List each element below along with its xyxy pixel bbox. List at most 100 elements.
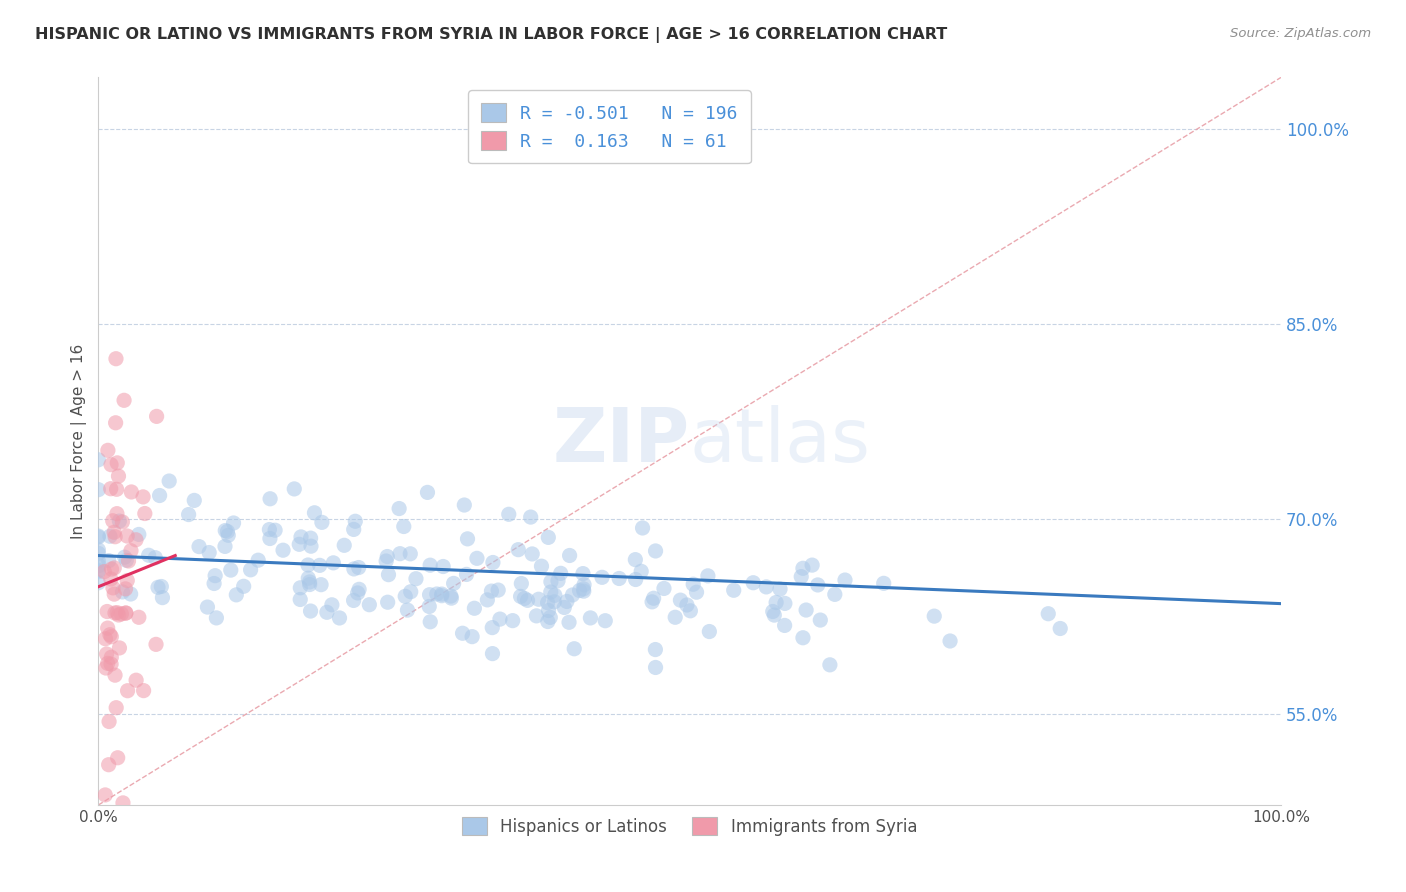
Point: [108, 640, 131, 655]
Point: [111, 796, 134, 810]
Point: [138, 548, 160, 562]
Point: [87, 558, 110, 573]
Point: [1038, 607, 1060, 621]
Point: [430, 587, 453, 601]
Point: [308, 558, 330, 573]
Point: [183, 493, 205, 508]
Point: [631, 521, 654, 535]
Point: [346, 586, 368, 600]
Point: [264, 523, 287, 537]
Point: [134, 507, 156, 521]
Point: [87, 575, 110, 590]
Point: [259, 532, 281, 546]
Point: [644, 660, 666, 674]
Point: [108, 514, 131, 528]
Point: [333, 538, 356, 552]
Point: [1049, 622, 1071, 636]
Point: [537, 615, 560, 629]
Point: [100, 562, 122, 576]
Point: [87, 546, 110, 560]
Point: [283, 482, 305, 496]
Point: [87, 530, 110, 544]
Point: [696, 569, 718, 583]
Point: [419, 615, 441, 629]
Y-axis label: In Labor Force | Age > 16: In Labor Force | Age > 16: [72, 343, 87, 539]
Point: [543, 595, 565, 609]
Point: [536, 596, 558, 610]
Point: [519, 510, 541, 524]
Point: [101, 514, 124, 528]
Point: [572, 566, 595, 581]
Point: [117, 683, 139, 698]
Point: [344, 514, 367, 528]
Point: [765, 595, 787, 609]
Point: [104, 606, 127, 620]
Point: [87, 529, 110, 543]
Point: [527, 592, 550, 607]
Point: [555, 594, 578, 608]
Point: [125, 533, 148, 547]
Point: [152, 591, 174, 605]
Point: [132, 490, 155, 504]
Text: HISPANIC OR LATINO VS IMMIGRANTS FROM SYRIA IN LABOR FORCE | AGE > 16 CORRELATIO: HISPANIC OR LATINO VS IMMIGRANTS FROM SY…: [35, 27, 948, 43]
Point: [399, 547, 422, 561]
Text: Source: ZipAtlas.com: Source: ZipAtlas.com: [1230, 27, 1371, 40]
Point: [773, 596, 796, 610]
Point: [481, 584, 503, 599]
Point: [111, 515, 134, 529]
Point: [217, 524, 239, 539]
Point: [321, 598, 343, 612]
Point: [392, 519, 415, 533]
Point: [128, 610, 150, 624]
Point: [120, 587, 142, 601]
Point: [157, 474, 180, 488]
Point: [103, 587, 125, 601]
Point: [553, 600, 575, 615]
Point: [94, 661, 117, 675]
Point: [624, 552, 647, 566]
Point: [508, 542, 530, 557]
Point: [104, 668, 127, 682]
Point: [723, 583, 745, 598]
Point: [377, 595, 399, 609]
Point: [219, 563, 242, 577]
Point: [214, 524, 236, 538]
Point: [416, 485, 439, 500]
Point: [204, 568, 226, 582]
Point: [375, 554, 398, 568]
Point: [457, 532, 479, 546]
Point: [87, 452, 110, 467]
Point: [103, 525, 125, 540]
Point: [699, 624, 721, 639]
Point: [328, 611, 350, 625]
Point: [177, 508, 200, 522]
Point: [104, 530, 127, 544]
Point: [481, 621, 503, 635]
Point: [205, 611, 228, 625]
Point: [298, 577, 321, 591]
Point: [440, 591, 463, 606]
Point: [150, 580, 173, 594]
Point: [922, 609, 945, 624]
Point: [96, 605, 118, 619]
Point: [537, 530, 560, 544]
Point: [105, 456, 128, 470]
Point: [105, 507, 128, 521]
Point: [426, 587, 449, 601]
Point: [103, 561, 125, 575]
Point: [486, 583, 509, 598]
Point: [100, 650, 122, 665]
Point: [107, 751, 129, 765]
Point: [808, 613, 831, 627]
Point: [375, 549, 398, 564]
Point: [641, 595, 664, 609]
Point: [114, 582, 136, 596]
Point: [105, 483, 128, 497]
Point: [664, 610, 686, 624]
Point: [769, 582, 792, 596]
Point: [105, 700, 128, 714]
Point: [419, 588, 441, 602]
Point: [149, 489, 172, 503]
Point: [145, 409, 167, 424]
Point: [290, 581, 312, 595]
